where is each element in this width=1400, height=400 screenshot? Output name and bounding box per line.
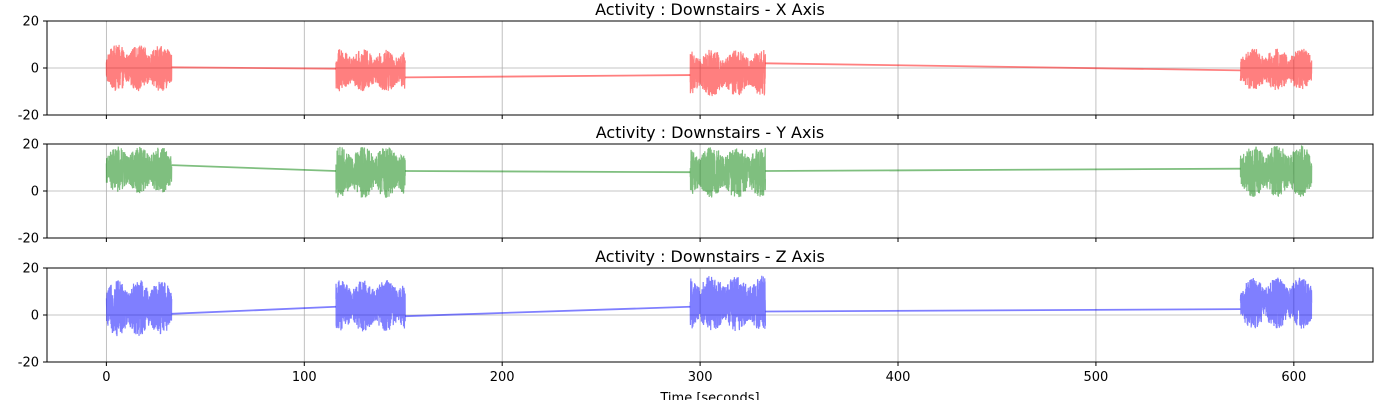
- signal-burst: [335, 280, 406, 332]
- y-tick-label: 20: [22, 262, 39, 277]
- y-tick-label: 0: [31, 62, 39, 77]
- signal-burst: [689, 147, 767, 198]
- signal-burst: [335, 49, 406, 92]
- y-tick-label: -20: [18, 356, 39, 371]
- x-tick-label: 200: [490, 370, 515, 385]
- signal-connector: [765, 308, 1241, 313]
- signal-burst: [1239, 145, 1313, 197]
- signal-connector: [171, 66, 336, 70]
- x-tick-label: 0: [102, 370, 110, 385]
- x-tick-label: 500: [1084, 370, 1109, 385]
- signal-burst: [689, 275, 767, 332]
- subplot-title: Activity : Downstairs - Z Axis: [595, 247, 825, 266]
- x-tick-label: 400: [886, 370, 911, 385]
- subplots: -20 0 20 Activity : Downstairs - X Axis -20 0…: [18, 0, 1374, 400]
- subplot-1: -20 0 20 Activity : Downstairs - Y Axis: [18, 123, 1374, 247]
- y-tick-label: -20: [18, 232, 39, 247]
- signal-burst: [1239, 48, 1313, 90]
- signal-burst: [335, 146, 406, 198]
- y-tick-label: 20: [22, 138, 39, 153]
- subplot-title: Activity : Downstairs - Y Axis: [596, 123, 825, 142]
- signal-connector: [171, 164, 336, 172]
- signal-connector: [171, 305, 336, 315]
- y-tick-label: -20: [18, 109, 39, 124]
- signal-burst: [105, 44, 173, 92]
- signal-connector: [405, 170, 691, 174]
- y-tick-label: 20: [22, 15, 39, 30]
- x-tick-label: 100: [292, 370, 317, 385]
- x-tick-label: 300: [688, 370, 713, 385]
- signal-burst: [1239, 277, 1313, 329]
- signal-burst: [689, 49, 767, 97]
- signal-connector: [405, 74, 691, 79]
- signal-connector: [765, 167, 1241, 172]
- x-tick-label: 600: [1281, 370, 1306, 385]
- subplot-title: Activity : Downstairs - X Axis: [595, 0, 825, 19]
- x-axis-label: Time [seconds]: [659, 391, 759, 400]
- signal-burst: [105, 146, 173, 194]
- signal-connector: [765, 62, 1241, 72]
- y-tick-label: 0: [31, 309, 39, 324]
- subplot-0: -20 0 20 Activity : Downstairs - X Axis: [18, 0, 1374, 124]
- y-tick-label: 0: [31, 185, 39, 200]
- signal-connector: [405, 305, 691, 318]
- signal-burst: [105, 280, 173, 337]
